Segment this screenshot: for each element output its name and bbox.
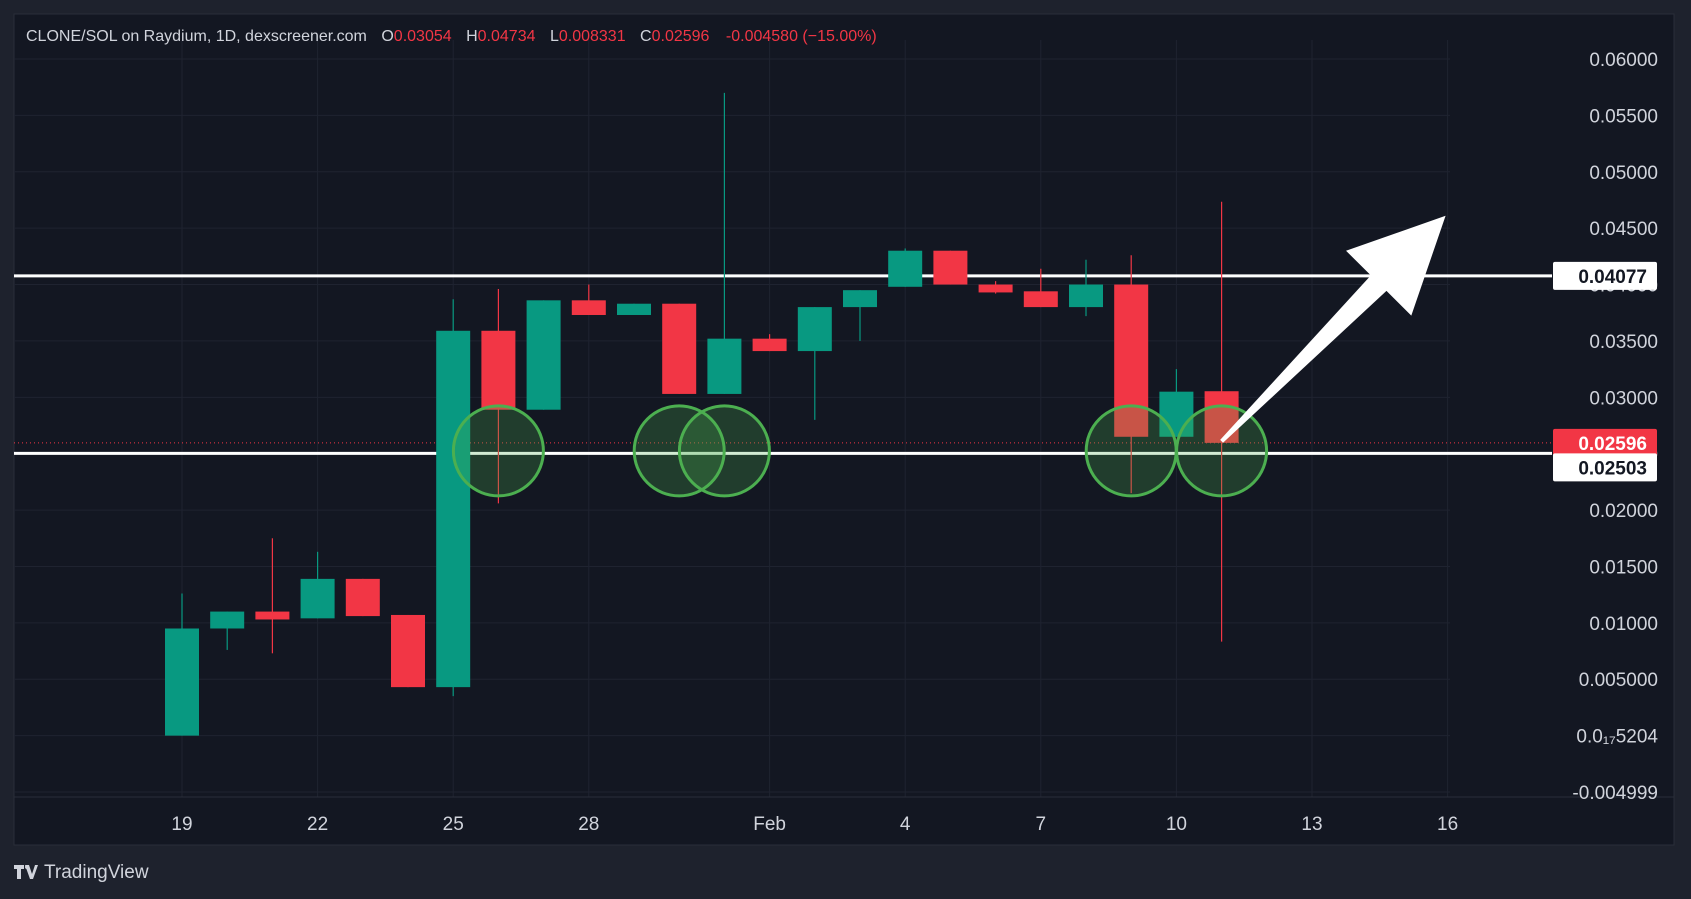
y-axis[interactable]: 0.060000.055000.050000.045000.040000.035… — [1553, 50, 1658, 804]
candle-body — [391, 614, 425, 688]
chart-legend: CLONE/SOL on Raydium, 1D, dexscreener.co… — [26, 28, 877, 46]
highlight-circle[interactable] — [1175, 404, 1269, 498]
legend-low-value: 0.008331 — [558, 28, 626, 45]
legend-pair: CLONE/SOL on Raydium, 1D, dexscreener.co… — [26, 28, 367, 45]
x-tick-label: 16 — [1437, 814, 1458, 835]
candle-body — [571, 300, 606, 315]
candle-body — [888, 250, 923, 287]
legend-close-value: 0.02596 — [651, 28, 710, 45]
legend-close-label: C — [640, 28, 652, 45]
candle-body — [1069, 284, 1103, 308]
y-tick-label: -0.004999 — [1572, 783, 1658, 804]
level-label-lower-box[interactable] — [1553, 453, 1657, 482]
x-tick-label: 7 — [1036, 814, 1047, 835]
candle-body — [255, 611, 290, 620]
candlestick-series — [165, 92, 1239, 736]
level-label-upper-text: 0.04077 — [1578, 267, 1647, 288]
horizontal-levels[interactable] — [14, 274, 1552, 455]
y-tick-label: 0.06000 — [1589, 50, 1658, 71]
x-tick-label: 22 — [307, 814, 328, 835]
legend-high-label: H — [466, 28, 478, 45]
candle-body — [707, 338, 742, 394]
x-axis: 19 22 25 28 Feb 4 7 10 13 16 — [14, 796, 1674, 835]
highlight-circles[interactable] — [451, 404, 1269, 498]
candle-body — [210, 611, 245, 629]
candle-body — [1204, 391, 1239, 443]
candle-body — [797, 307, 832, 352]
y-tick-label: 0.02000 — [1589, 501, 1658, 522]
y-tick-label: 0.01500 — [1589, 557, 1658, 578]
tradingview-name: TradingView — [44, 862, 149, 883]
x-tick-label: 28 — [578, 814, 599, 835]
candle-body — [933, 250, 968, 285]
y-tick-label: 0.03000 — [1589, 388, 1658, 409]
legend-low-label: L — [549, 28, 559, 45]
trend-arrow-shape[interactable] — [1220, 215, 1446, 443]
highlight-circle[interactable] — [451, 404, 545, 498]
candle-body — [481, 330, 516, 410]
tradingview-logo-icon — [14, 863, 38, 884]
x-tick-label: 19 — [171, 814, 192, 835]
candle-body — [978, 284, 1013, 293]
last-price-label-box[interactable] — [1553, 428, 1657, 457]
tradingview-brand[interactable]: TradingView — [14, 862, 149, 884]
highlight-circle[interactable] — [1084, 404, 1178, 498]
candle-body — [165, 628, 199, 736]
x-tick-label: 4 — [900, 814, 911, 835]
x-tick-label: Feb — [753, 814, 786, 835]
candle-body — [843, 290, 877, 308]
y-tick-label: 0.01000 — [1589, 614, 1658, 635]
candle-body — [1159, 391, 1194, 437]
candle-body — [300, 578, 335, 619]
candle-body — [526, 300, 561, 410]
highlight-circle[interactable] — [677, 404, 771, 498]
y-tick-label: 0.0₁₇5204 — [1576, 727, 1658, 748]
candle-body — [436, 330, 471, 688]
last-price-label-text: 0.02596 — [1578, 434, 1647, 455]
candle-body — [1114, 284, 1149, 437]
y-tick-label: 0.05500 — [1589, 106, 1658, 127]
y-tick-label: 0.04500 — [1589, 219, 1658, 240]
candle-body — [1023, 291, 1058, 308]
candle-body — [752, 338, 787, 352]
x-tick-label: 10 — [1166, 814, 1187, 835]
legend-open-value: 0.03054 — [393, 28, 452, 45]
legend-high-value: 0.04734 — [477, 28, 536, 45]
y-tick-label: 0.005000 — [1579, 670, 1658, 691]
x-tick-label: 25 — [443, 814, 464, 835]
trend-arrow[interactable] — [1220, 215, 1446, 443]
legend-change-value: -0.004580 (−15.00%) — [725, 28, 877, 45]
candle-body — [345, 578, 380, 617]
candle-body — [662, 303, 697, 394]
level-label-lower-text: 0.02503 — [1578, 458, 1647, 479]
candle-body — [617, 303, 651, 315]
y-tick-label: 0.03500 — [1589, 332, 1658, 353]
y-tick-label: 0.05000 — [1589, 163, 1658, 184]
x-tick-label: 13 — [1301, 814, 1322, 835]
level-label-upper-box[interactable] — [1553, 261, 1657, 290]
legend-open-label: O — [381, 28, 394, 45]
